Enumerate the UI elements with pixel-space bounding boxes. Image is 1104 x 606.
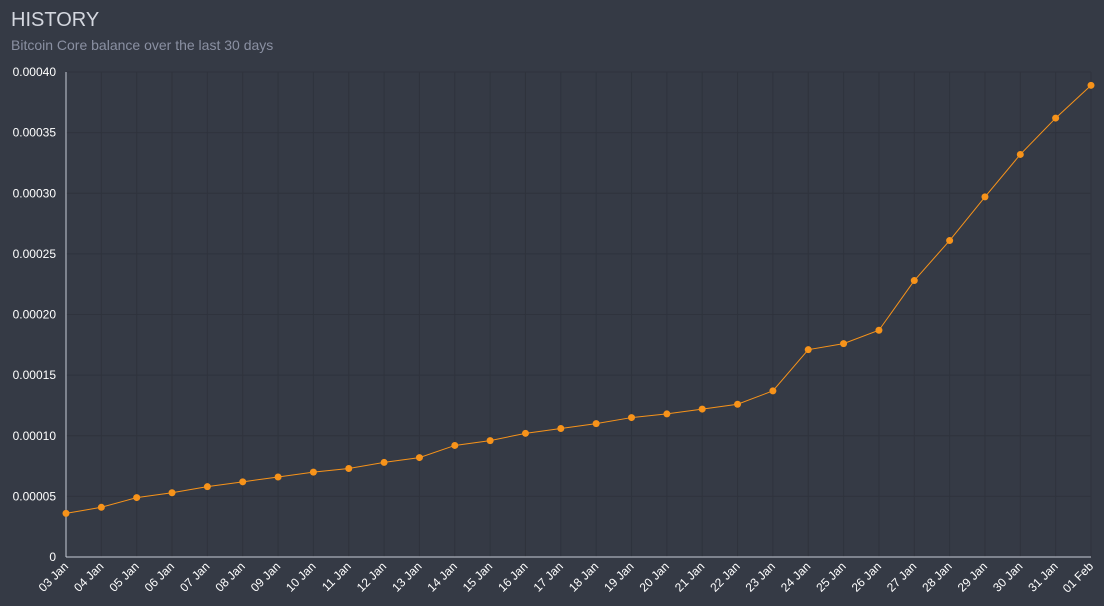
x-tick-label: 28 Jan: [919, 559, 954, 594]
x-tick-label: 06 Jan: [142, 559, 177, 594]
x-tick-label: 25 Jan: [813, 559, 848, 594]
x-tick-label: 29 Jan: [955, 559, 990, 594]
point: [592, 420, 600, 428]
point: [557, 424, 565, 432]
point: [910, 277, 918, 285]
x-tick-label: 12 Jan: [354, 559, 389, 594]
point: [345, 464, 353, 472]
x-tick-label: 03 Jan: [36, 559, 71, 594]
x-tick-label: 13 Jan: [389, 559, 424, 594]
point: [380, 458, 388, 466]
y-tick-label: 0.00025: [13, 247, 57, 261]
y-tick-label: 0.00010: [13, 429, 57, 443]
x-tick-label: 18 Jan: [566, 559, 601, 594]
point: [734, 400, 742, 408]
point: [804, 346, 812, 354]
x-tick-label: 09 Jan: [248, 559, 283, 594]
point: [1016, 150, 1024, 158]
x-tick-label: 27 Jan: [884, 559, 919, 594]
point: [415, 454, 423, 462]
x-tick-label: 01 Feb: [1060, 559, 1097, 596]
x-tick-label: 30 Jan: [990, 559, 1025, 594]
point: [133, 494, 141, 502]
x-tick-label: 11 Jan: [319, 559, 354, 594]
point: [521, 429, 529, 437]
y-tick-label: 0: [49, 550, 56, 564]
point: [274, 473, 282, 481]
x-tick-label: 15 Jan: [460, 559, 495, 594]
point: [628, 414, 636, 422]
point: [451, 441, 459, 449]
point: [663, 410, 671, 418]
x-tick-label: 05 Jan: [106, 559, 141, 594]
point: [1052, 114, 1060, 122]
y-tick-label: 0.00020: [13, 308, 57, 322]
x-tick-label: 23 Jan: [743, 559, 778, 594]
point: [239, 478, 247, 486]
x-tick-label: 17 Jan: [531, 559, 566, 594]
y-tick-label: 0.00005: [13, 489, 57, 503]
x-tick-label: 08 Jan: [212, 559, 247, 594]
x-tick-label: 07 Jan: [177, 559, 212, 594]
point: [309, 468, 317, 476]
point: [981, 193, 989, 201]
x-tick-label: 14 Jan: [425, 559, 460, 594]
point: [1087, 81, 1095, 89]
x-tick-label: 26 Jan: [849, 559, 884, 594]
point: [946, 237, 954, 245]
x-tick-label: 31 Jan: [1025, 559, 1060, 594]
y-tick-label: 0.00035: [13, 126, 57, 140]
point: [486, 437, 494, 445]
point: [168, 489, 176, 497]
y-tick-label: 0.00030: [13, 186, 57, 200]
chart-subtitle: Bitcoin Core balance over the last 30 da…: [11, 37, 273, 53]
x-tick-label: 16 Jan: [495, 559, 530, 594]
point: [698, 405, 706, 413]
point: [875, 326, 883, 334]
point: [769, 387, 777, 395]
x-tick-label: 04 Jan: [71, 559, 106, 594]
point: [203, 483, 211, 491]
point: [97, 503, 105, 511]
y-tick-label: 0.00040: [13, 65, 57, 79]
y-tick-label: 0.00015: [13, 368, 57, 382]
x-tick-label: 21 Jan: [672, 559, 707, 594]
x-tick-label: 10 Jan: [283, 559, 318, 594]
x-tick-label: 20 Jan: [637, 559, 672, 594]
line: [65, 84, 1092, 514]
x-tick-label: 24 Jan: [778, 559, 813, 594]
point: [840, 340, 848, 348]
chart-title: HISTORY: [11, 9, 99, 31]
point: [62, 509, 70, 517]
x-tick-label: 22 Jan: [707, 559, 742, 594]
x-tick-label: 19 Jan: [601, 559, 636, 594]
